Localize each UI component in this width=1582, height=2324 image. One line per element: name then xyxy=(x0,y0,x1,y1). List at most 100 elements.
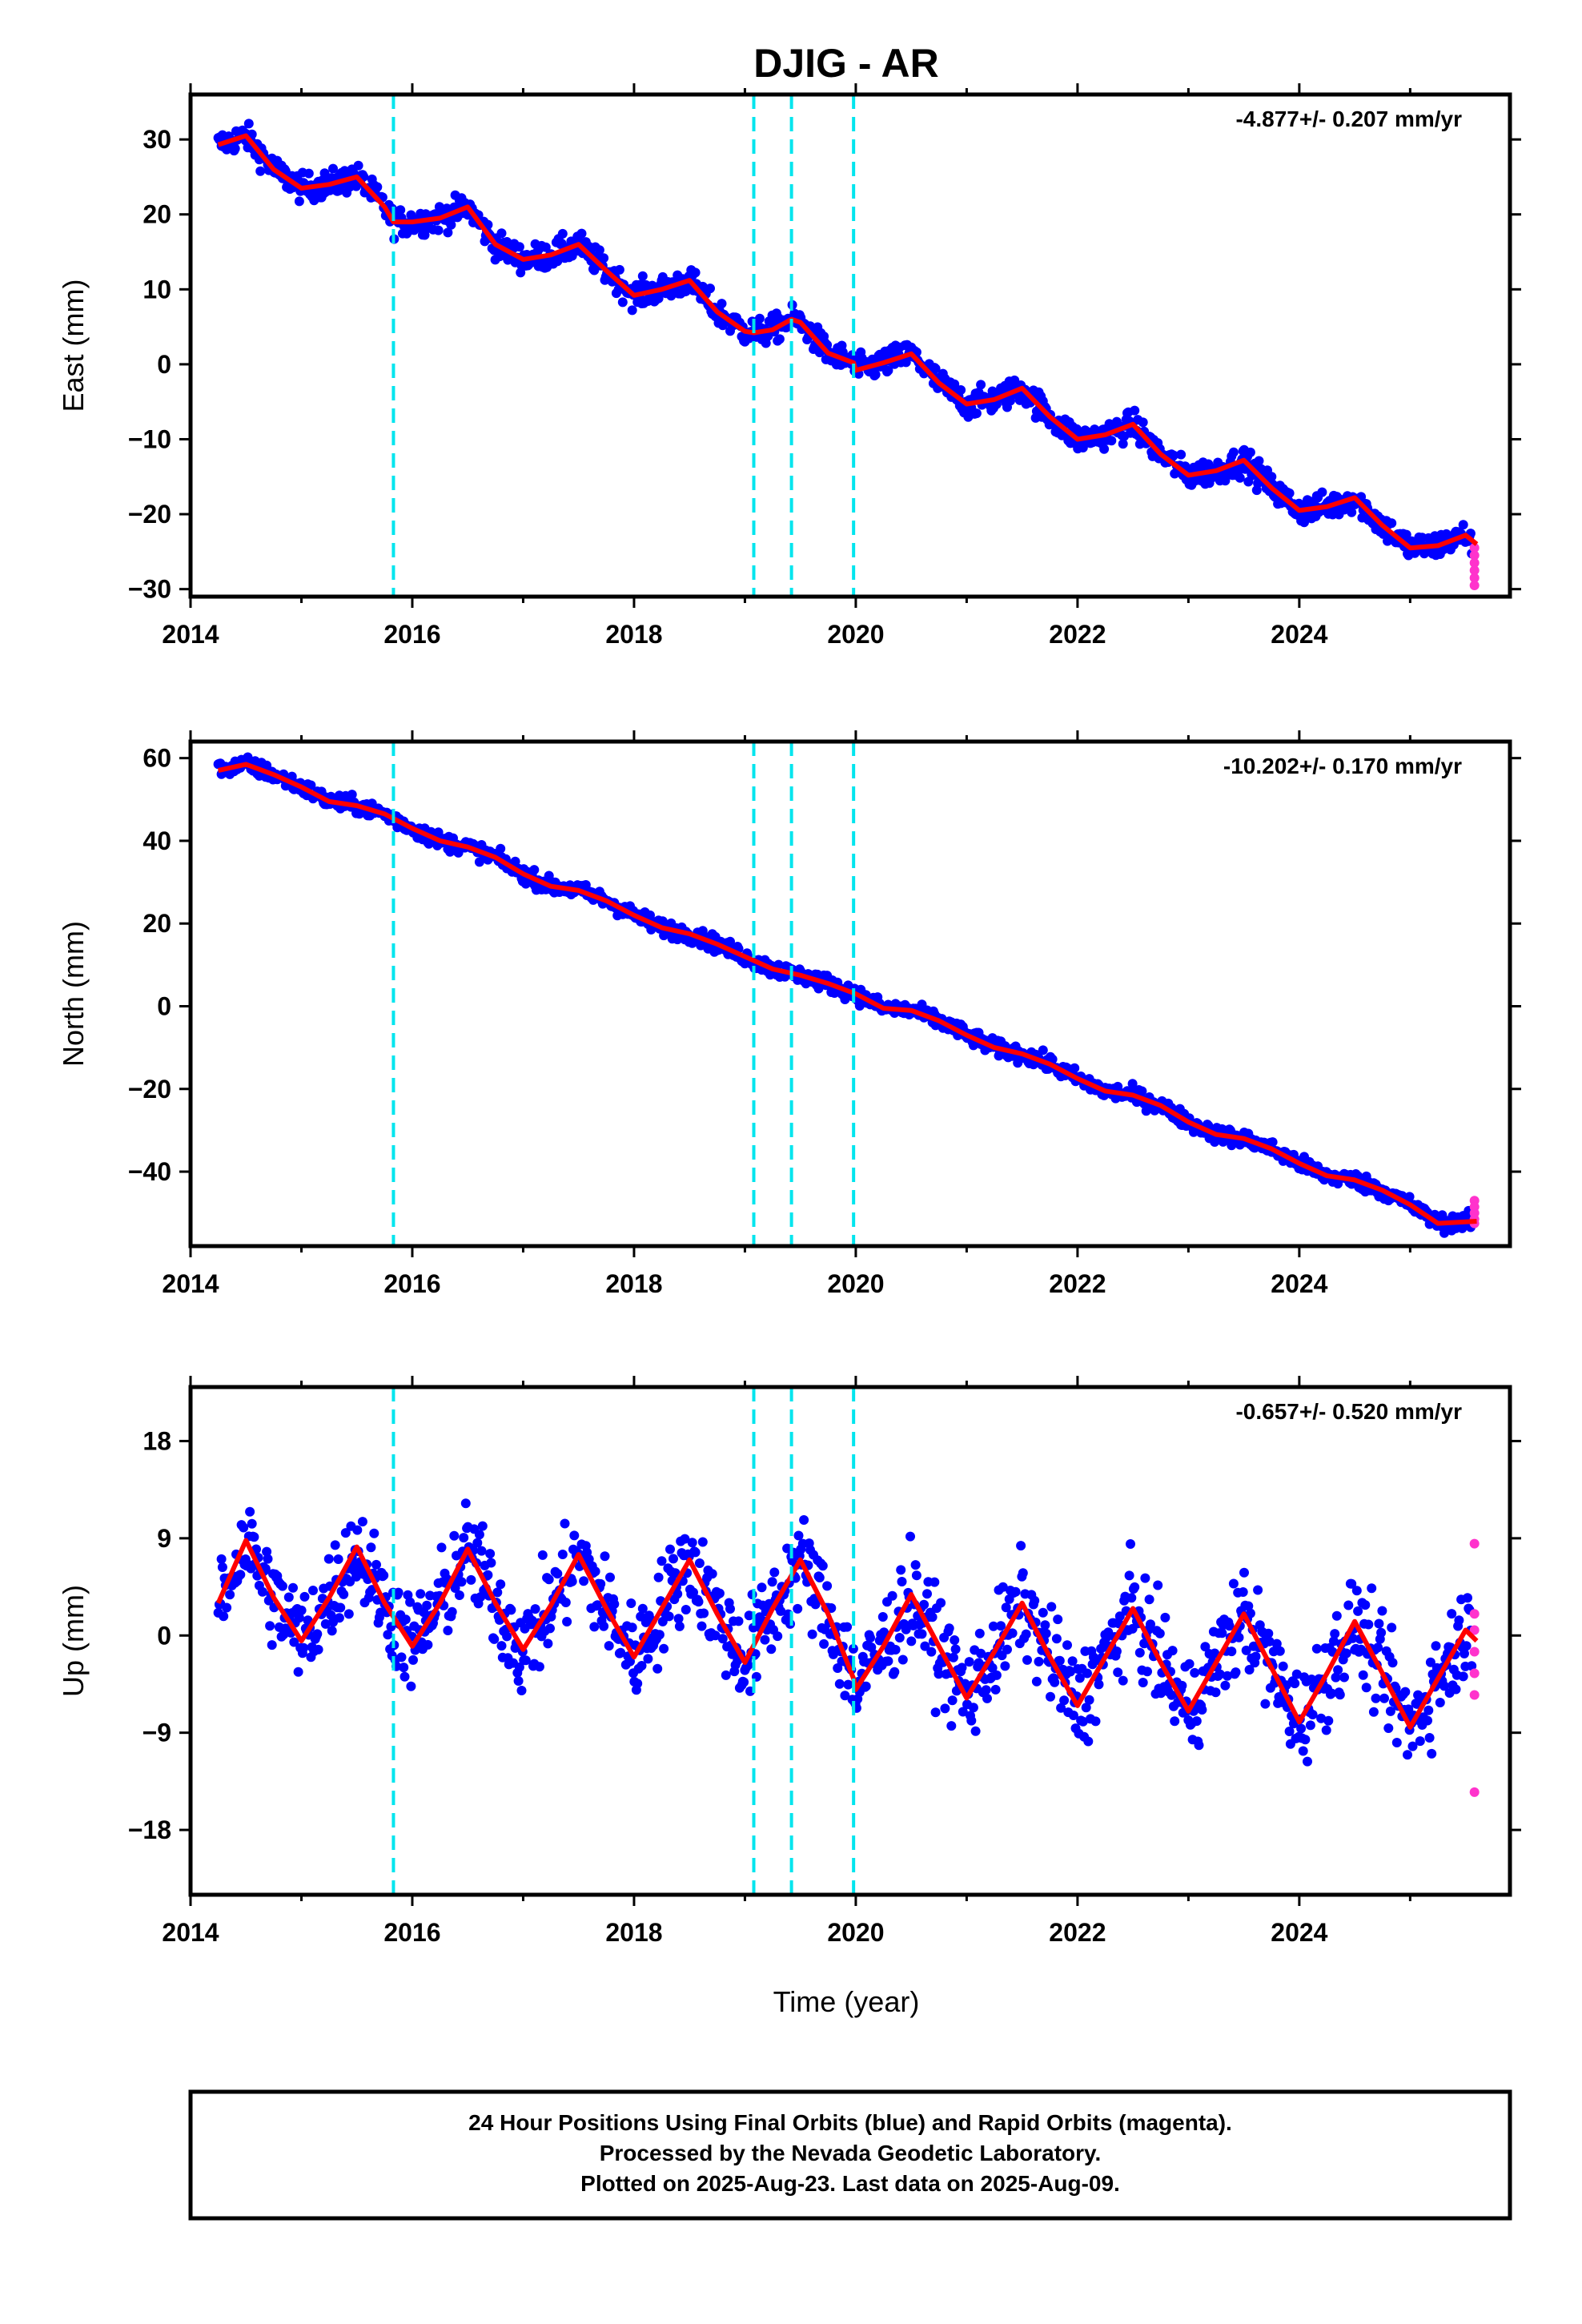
final-point xyxy=(1358,1670,1368,1680)
final-point xyxy=(814,1573,825,1582)
final-point xyxy=(502,1631,512,1642)
final-point xyxy=(1447,1609,1457,1619)
y-tick-label: −20 xyxy=(128,1075,171,1104)
final-point xyxy=(1227,1140,1237,1151)
final-point xyxy=(1074,1673,1085,1683)
final-point xyxy=(405,1597,416,1607)
final-point xyxy=(328,163,338,174)
rapid-point xyxy=(1469,1787,1480,1797)
final-point xyxy=(950,1635,960,1645)
final-point xyxy=(1160,1612,1170,1622)
final-point xyxy=(1243,1601,1254,1611)
final-point xyxy=(834,1679,845,1689)
final-point xyxy=(1234,1632,1244,1642)
rapid-point xyxy=(1469,1609,1480,1619)
final-point xyxy=(1298,1746,1308,1756)
final-point xyxy=(654,1630,665,1640)
final-point xyxy=(944,1623,954,1634)
final-point xyxy=(1231,1667,1241,1678)
x-tick-label: 2016 xyxy=(383,1918,440,1947)
final-point xyxy=(605,1572,615,1582)
final-point xyxy=(744,1610,754,1621)
final-point xyxy=(842,1622,853,1632)
final-point xyxy=(981,1685,991,1695)
x-axis-label: Time (year) xyxy=(773,1985,920,2018)
final-point xyxy=(576,228,587,239)
final-point xyxy=(656,1556,667,1566)
up-frame xyxy=(188,1385,1512,1897)
north-frame xyxy=(188,739,1512,1248)
final-point xyxy=(970,1726,981,1736)
final-point xyxy=(1168,450,1178,460)
final-point xyxy=(906,1636,917,1647)
final-point xyxy=(1138,1678,1148,1687)
final-point xyxy=(1424,1733,1435,1743)
final-point xyxy=(817,1561,828,1571)
rapid-point xyxy=(1469,565,1480,576)
final-point xyxy=(697,1621,707,1631)
final-point xyxy=(670,1568,681,1578)
rapid-point xyxy=(1469,1538,1480,1549)
final-point xyxy=(1330,1629,1340,1639)
footer-line-3: Plotted on 2025-Aug-23. Last data on 202… xyxy=(580,2171,1120,2196)
y-tick-label: 20 xyxy=(143,909,171,938)
final-point xyxy=(617,297,628,308)
final-point xyxy=(472,1538,483,1548)
final-point xyxy=(306,780,316,790)
final-point xyxy=(883,1656,893,1667)
final-point xyxy=(773,1631,783,1642)
final-point xyxy=(1210,1648,1220,1659)
final-point xyxy=(971,408,982,419)
final-point xyxy=(1053,1614,1063,1625)
final-point xyxy=(950,1644,961,1655)
final-point xyxy=(287,771,297,782)
y-tick-label: 9 xyxy=(157,1524,171,1553)
final-point xyxy=(1021,1629,1031,1639)
final-point xyxy=(890,1645,901,1655)
y-tick-label: −30 xyxy=(128,575,171,604)
final-point xyxy=(1351,1586,1362,1596)
final-point xyxy=(456,1577,467,1587)
final-point xyxy=(543,1638,553,1649)
final-point xyxy=(1099,444,1110,454)
final-point xyxy=(976,380,986,390)
final-point xyxy=(599,1621,609,1631)
final-point xyxy=(1275,1646,1285,1656)
final-point xyxy=(383,1630,393,1640)
final-point xyxy=(710,1630,721,1641)
final-point xyxy=(627,305,637,316)
final-point xyxy=(690,267,701,278)
final-point xyxy=(562,1617,572,1626)
final-point xyxy=(721,1670,731,1680)
final-point xyxy=(739,1677,749,1687)
final-point xyxy=(697,1537,708,1547)
final-point xyxy=(920,1641,930,1651)
final-point xyxy=(1343,1600,1354,1610)
final-point xyxy=(1415,1736,1425,1747)
x-tick-label: 2014 xyxy=(162,1918,219,1947)
final-point xyxy=(1371,1693,1381,1703)
final-point xyxy=(991,1670,1002,1680)
final-point xyxy=(1228,1578,1239,1589)
final-point xyxy=(396,1652,407,1663)
y-tick-label: 60 xyxy=(143,744,171,773)
final-point xyxy=(1111,1647,1122,1656)
up-rate-label: -0.657+/- 0.520 mm/yr xyxy=(1235,1399,1462,1424)
final-point xyxy=(1046,1602,1057,1612)
final-point xyxy=(1130,1582,1140,1592)
final-point xyxy=(520,1655,531,1666)
final-point xyxy=(1284,488,1295,498)
final-point xyxy=(1267,472,1277,482)
rapid-point xyxy=(1469,557,1480,568)
final-point xyxy=(974,1628,985,1638)
final-point xyxy=(1305,1720,1315,1731)
final-point xyxy=(1360,1600,1371,1610)
final-point xyxy=(1373,1642,1383,1653)
final-point xyxy=(366,1542,376,1553)
final-point xyxy=(1142,1667,1152,1677)
final-point xyxy=(489,1634,500,1644)
final-point xyxy=(590,1566,600,1577)
final-point xyxy=(616,1647,626,1658)
final-point xyxy=(936,1598,946,1608)
x-tick-label: 2024 xyxy=(1271,1269,1327,1298)
